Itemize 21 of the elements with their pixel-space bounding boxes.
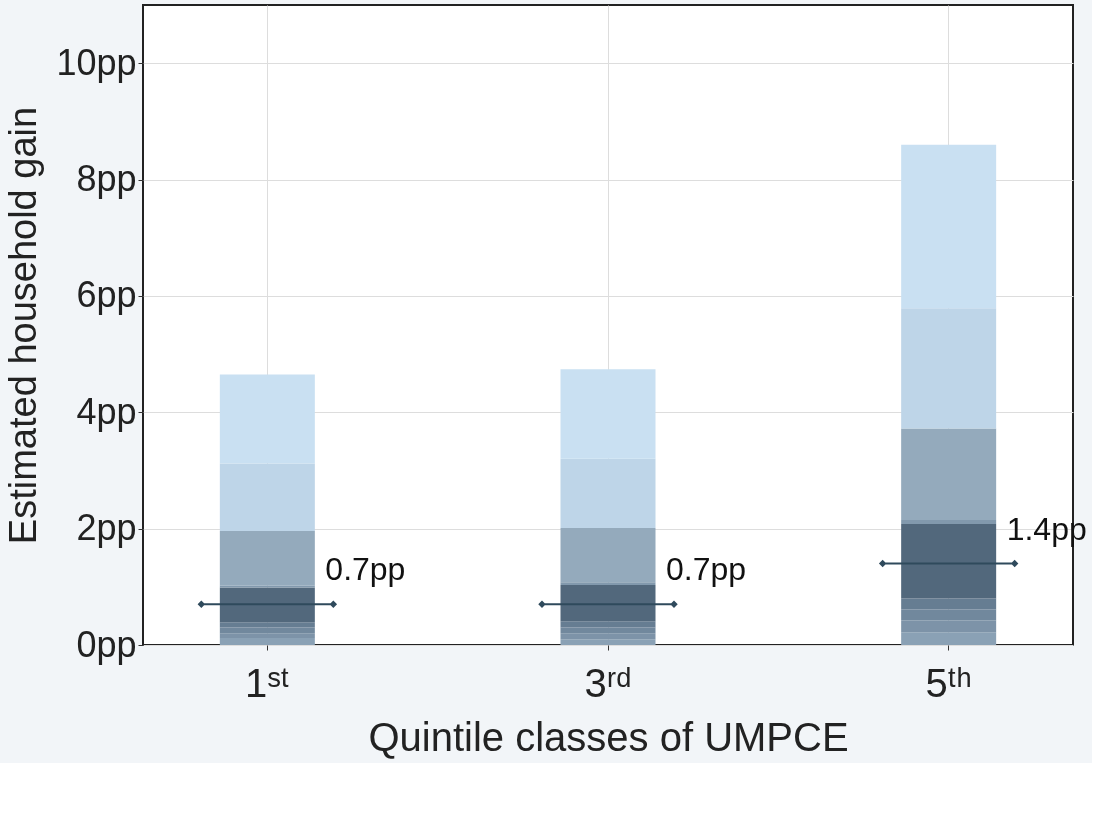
- bar: [901, 519, 997, 524]
- x-tick-label: 1ˢᵗ: [245, 660, 290, 705]
- y-tick-label: 2pp: [76, 507, 137, 549]
- bar: [560, 639, 656, 645]
- bar: [901, 632, 997, 645]
- y-tick-label: 4pp: [76, 390, 137, 432]
- bar: [560, 528, 656, 583]
- y-tick-label: 0pp: [76, 623, 137, 665]
- y-tick-label: 6pp: [76, 274, 137, 316]
- data-label: 0.7pp: [666, 551, 747, 588]
- x-tick-label: 3ʳᵈ: [584, 660, 632, 705]
- data-label: 0.7pp: [325, 551, 406, 588]
- x-axis-title: Quintile classes of UMPCE: [368, 714, 849, 759]
- y-axis-title: Estimated household gain: [2, 106, 45, 545]
- bar: [219, 530, 315, 586]
- bar: [560, 582, 656, 586]
- y-tick-label: 10pp: [56, 41, 137, 83]
- bar: [901, 428, 997, 520]
- y-tick-label: 8pp: [76, 158, 137, 200]
- bar: [219, 638, 315, 645]
- x-tick-label: 5ᵗʰ: [925, 660, 972, 705]
